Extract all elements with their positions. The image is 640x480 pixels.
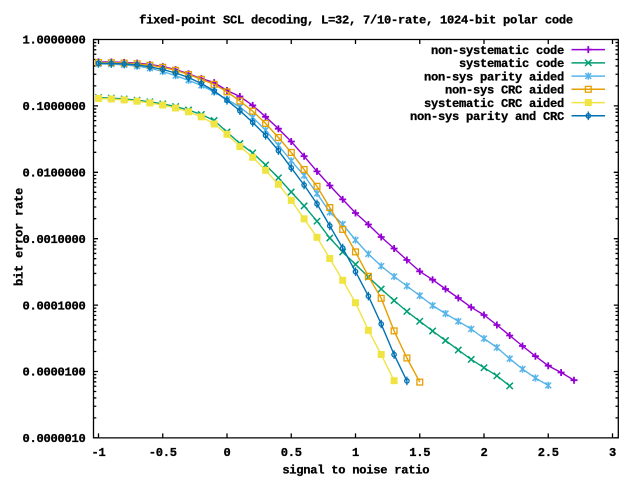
svg-text:0.0001000: 0.0001000	[23, 299, 86, 313]
svg-text:0.0000100: 0.0000100	[23, 366, 86, 380]
svg-text:0.1000000: 0.1000000	[23, 100, 86, 114]
svg-text:systematic code: systematic code	[459, 57, 564, 71]
svg-text:1.5: 1.5	[409, 446, 430, 460]
svg-text:signal to noise ratio: signal to noise ratio	[282, 464, 429, 478]
svg-text:1.0000000: 1.0000000	[23, 34, 86, 48]
svg-text:1: 1	[352, 446, 359, 460]
svg-text:fixed-point SCL decoding, L=32: fixed-point SCL decoding, L=32, 7/10-rat…	[139, 14, 573, 28]
svg-text:3: 3	[609, 446, 616, 460]
svg-text:-0.5: -0.5	[149, 446, 177, 460]
svg-text:non-sys parity aided: non-sys parity aided	[424, 70, 564, 84]
svg-text:2: 2	[481, 446, 488, 460]
svg-text:2.5: 2.5	[538, 446, 559, 460]
svg-text:systematic CRC aided: systematic CRC aided	[424, 97, 564, 111]
svg-text:0.0010000: 0.0010000	[23, 233, 86, 247]
svg-text:non-systematic code: non-systematic code	[431, 44, 564, 58]
svg-text:bit error rate: bit error rate	[13, 188, 27, 286]
svg-text:0.0100000: 0.0100000	[23, 167, 86, 181]
svg-text:0.5: 0.5	[281, 446, 302, 460]
svg-text:non-sys CRC aided: non-sys CRC aided	[445, 84, 564, 98]
svg-text:0.0000010: 0.0000010	[23, 432, 86, 446]
svg-text:-1: -1	[92, 446, 106, 460]
svg-text:0: 0	[224, 446, 231, 460]
svg-text:non-sys parity and CRC: non-sys parity and CRC	[410, 110, 564, 124]
